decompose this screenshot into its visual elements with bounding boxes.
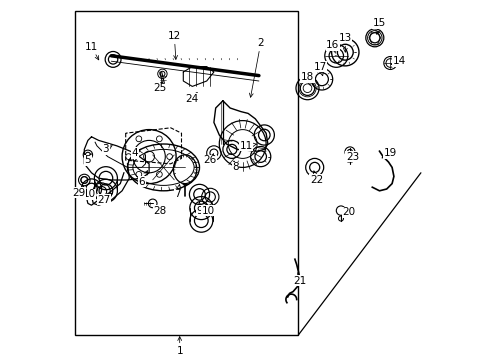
- Text: 1: 1: [176, 337, 183, 356]
- Text: 5: 5: [84, 154, 91, 165]
- Text: 12: 12: [167, 31, 181, 59]
- Text: 22: 22: [309, 171, 323, 185]
- Text: 3: 3: [102, 144, 112, 154]
- Text: 26: 26: [203, 154, 217, 165]
- Bar: [75, 11, 298, 335]
- Text: 14: 14: [390, 56, 405, 66]
- Text: 25: 25: [153, 82, 166, 93]
- Text: 15: 15: [372, 18, 386, 34]
- Text: 9: 9: [196, 202, 203, 216]
- Text: 23: 23: [345, 152, 358, 162]
- Text: 27: 27: [97, 193, 112, 205]
- Text: 21: 21: [293, 273, 306, 286]
- Text: 28: 28: [153, 206, 166, 216]
- Text: 4: 4: [131, 148, 141, 158]
- Text: 19: 19: [381, 148, 396, 158]
- Text: 7: 7: [174, 184, 181, 199]
- Text: 18: 18: [300, 72, 313, 86]
- Text: 13: 13: [338, 33, 351, 52]
- Text: 16: 16: [325, 40, 339, 53]
- Text: 2: 2: [249, 38, 264, 97]
- Text: 11: 11: [85, 42, 99, 60]
- Text: 8: 8: [232, 161, 238, 172]
- Text: 10: 10: [82, 189, 95, 199]
- Text: 6: 6: [138, 171, 147, 187]
- Text: 11: 11: [239, 141, 256, 151]
- Text: 29: 29: [72, 186, 85, 198]
- Text: 24: 24: [185, 93, 199, 104]
- Text: 20: 20: [342, 207, 355, 217]
- Text: 10: 10: [202, 203, 215, 216]
- Text: 17: 17: [313, 62, 326, 76]
